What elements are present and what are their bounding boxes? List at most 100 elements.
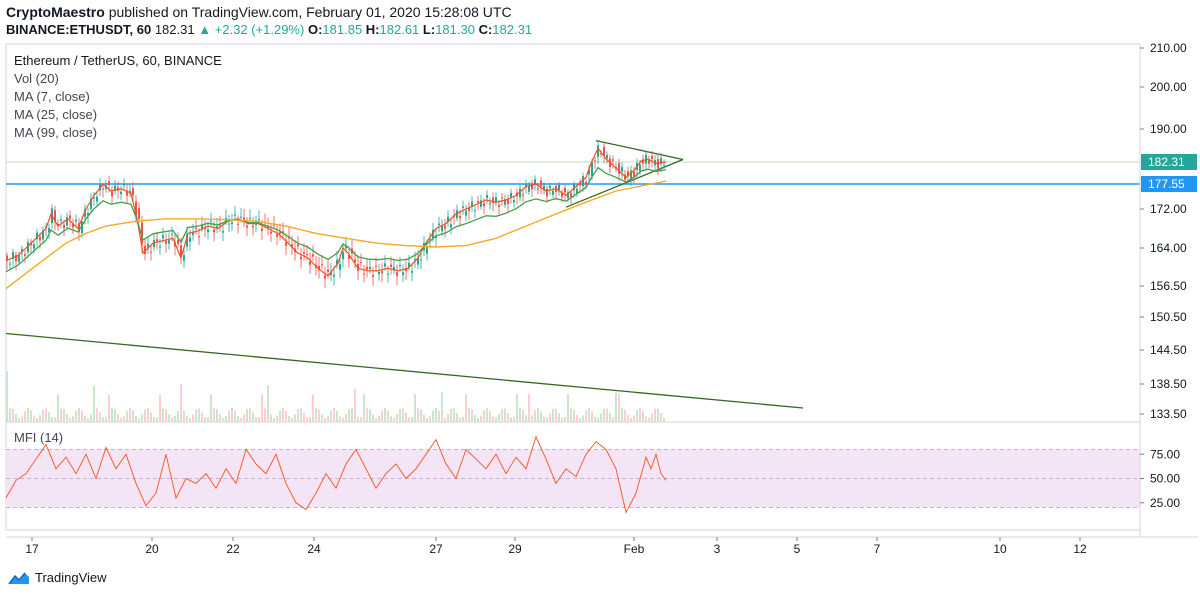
legend-vol[interactable]: Vol (20) bbox=[14, 71, 59, 86]
volume-bar bbox=[66, 414, 68, 422]
volume-bar bbox=[126, 410, 128, 422]
volume-bar bbox=[105, 417, 107, 422]
volume-bar bbox=[405, 412, 407, 422]
volume-bar bbox=[24, 411, 26, 422]
candle-body bbox=[186, 234, 188, 247]
candle-body bbox=[318, 266, 320, 271]
candle-body bbox=[111, 191, 113, 197]
volume-bar bbox=[378, 415, 380, 422]
volume-bar bbox=[243, 414, 245, 422]
volume-bar bbox=[213, 408, 215, 422]
mfi-legend[interactable]: MFI (14) bbox=[14, 430, 64, 445]
time-tick-label: 29 bbox=[508, 542, 522, 556]
candle bbox=[102, 182, 104, 198]
candle-body bbox=[372, 274, 374, 277]
volume-bar bbox=[210, 394, 212, 422]
volume-bar bbox=[507, 413, 509, 422]
volume-bar bbox=[375, 417, 377, 422]
time-tick-label: 5 bbox=[794, 542, 801, 556]
candle-body bbox=[534, 179, 536, 185]
candle-body bbox=[147, 243, 149, 248]
volume-bar bbox=[519, 408, 521, 422]
candle-body bbox=[543, 185, 545, 191]
candle bbox=[75, 214, 77, 228]
volume-bar bbox=[534, 410, 536, 422]
volume-bar bbox=[558, 413, 560, 422]
candle bbox=[24, 250, 26, 264]
candle bbox=[93, 191, 95, 207]
volume-bar bbox=[423, 414, 425, 422]
candle-body bbox=[579, 182, 581, 186]
volume-bar bbox=[318, 409, 320, 422]
candle-body bbox=[93, 197, 95, 199]
legend-ma25[interactable]: MA (25, close) bbox=[14, 107, 98, 122]
volume-bar bbox=[342, 417, 344, 422]
candle-body bbox=[309, 261, 311, 265]
candle-body bbox=[426, 246, 428, 254]
volume-bar bbox=[30, 410, 32, 422]
candle bbox=[147, 236, 149, 254]
candle-body bbox=[120, 191, 122, 195]
candle bbox=[249, 209, 251, 222]
volume-bar bbox=[315, 408, 317, 422]
volume-bar bbox=[498, 413, 500, 422]
volume-bar bbox=[48, 412, 50, 422]
candle bbox=[384, 255, 386, 271]
volume-bar bbox=[456, 412, 458, 422]
tradingview-brand[interactable]: TradingView bbox=[8, 570, 107, 585]
volume-bar bbox=[471, 409, 473, 422]
candle-body bbox=[258, 219, 260, 221]
legend-ma7[interactable]: MA (7, close) bbox=[14, 89, 90, 104]
volume-bar bbox=[381, 410, 383, 422]
candle bbox=[510, 188, 512, 204]
candle bbox=[450, 217, 452, 235]
candle-body bbox=[339, 263, 341, 270]
volume-bar bbox=[336, 410, 338, 422]
candle bbox=[438, 216, 440, 233]
candle-body bbox=[9, 263, 11, 265]
candle bbox=[309, 252, 311, 274]
volume-bar bbox=[162, 408, 164, 422]
volume-bar bbox=[516, 393, 518, 422]
candle-body bbox=[612, 159, 614, 161]
volume-bar bbox=[12, 409, 14, 422]
candle bbox=[156, 231, 158, 250]
volume-bar bbox=[468, 408, 470, 422]
volume-bar bbox=[237, 416, 239, 422]
author-name[interactable]: CryptoMaestro bbox=[6, 4, 105, 20]
candle bbox=[360, 253, 362, 267]
candle bbox=[21, 245, 23, 261]
volume-bar bbox=[231, 408, 233, 422]
legend-ma99[interactable]: MA (99, close) bbox=[14, 125, 98, 140]
volume-bar bbox=[615, 392, 617, 422]
candle-body bbox=[399, 264, 401, 266]
candle bbox=[216, 217, 218, 234]
candle-body bbox=[618, 163, 620, 174]
candle-body bbox=[414, 259, 416, 261]
volume-bar bbox=[459, 417, 461, 422]
candle bbox=[126, 184, 128, 204]
price-tick-label: 144.50 bbox=[1150, 343, 1187, 357]
candle bbox=[648, 155, 650, 169]
candle bbox=[90, 193, 92, 213]
candle-body bbox=[171, 234, 173, 236]
volume-bar bbox=[288, 416, 290, 422]
volume-bar bbox=[603, 408, 605, 422]
volume-bar bbox=[429, 415, 431, 422]
volume-bar bbox=[567, 393, 569, 422]
volume-bar bbox=[297, 409, 299, 422]
axes: 210.00 200.00 190.00 182.31 177.55 172.00 164.… bbox=[6, 41, 1198, 556]
candle bbox=[129, 184, 131, 198]
candle-body bbox=[72, 223, 74, 228]
candle bbox=[522, 190, 524, 203]
volume-bar bbox=[252, 412, 254, 422]
volume-bar bbox=[561, 417, 563, 422]
candle bbox=[381, 262, 383, 283]
candle bbox=[663, 159, 665, 169]
candle bbox=[531, 179, 533, 198]
candle-body bbox=[36, 232, 38, 240]
volume-bar bbox=[201, 412, 203, 422]
candle-body bbox=[510, 192, 512, 198]
legend-title[interactable]: Ethereum / TetherUS, 60, BINANCE bbox=[14, 53, 222, 68]
